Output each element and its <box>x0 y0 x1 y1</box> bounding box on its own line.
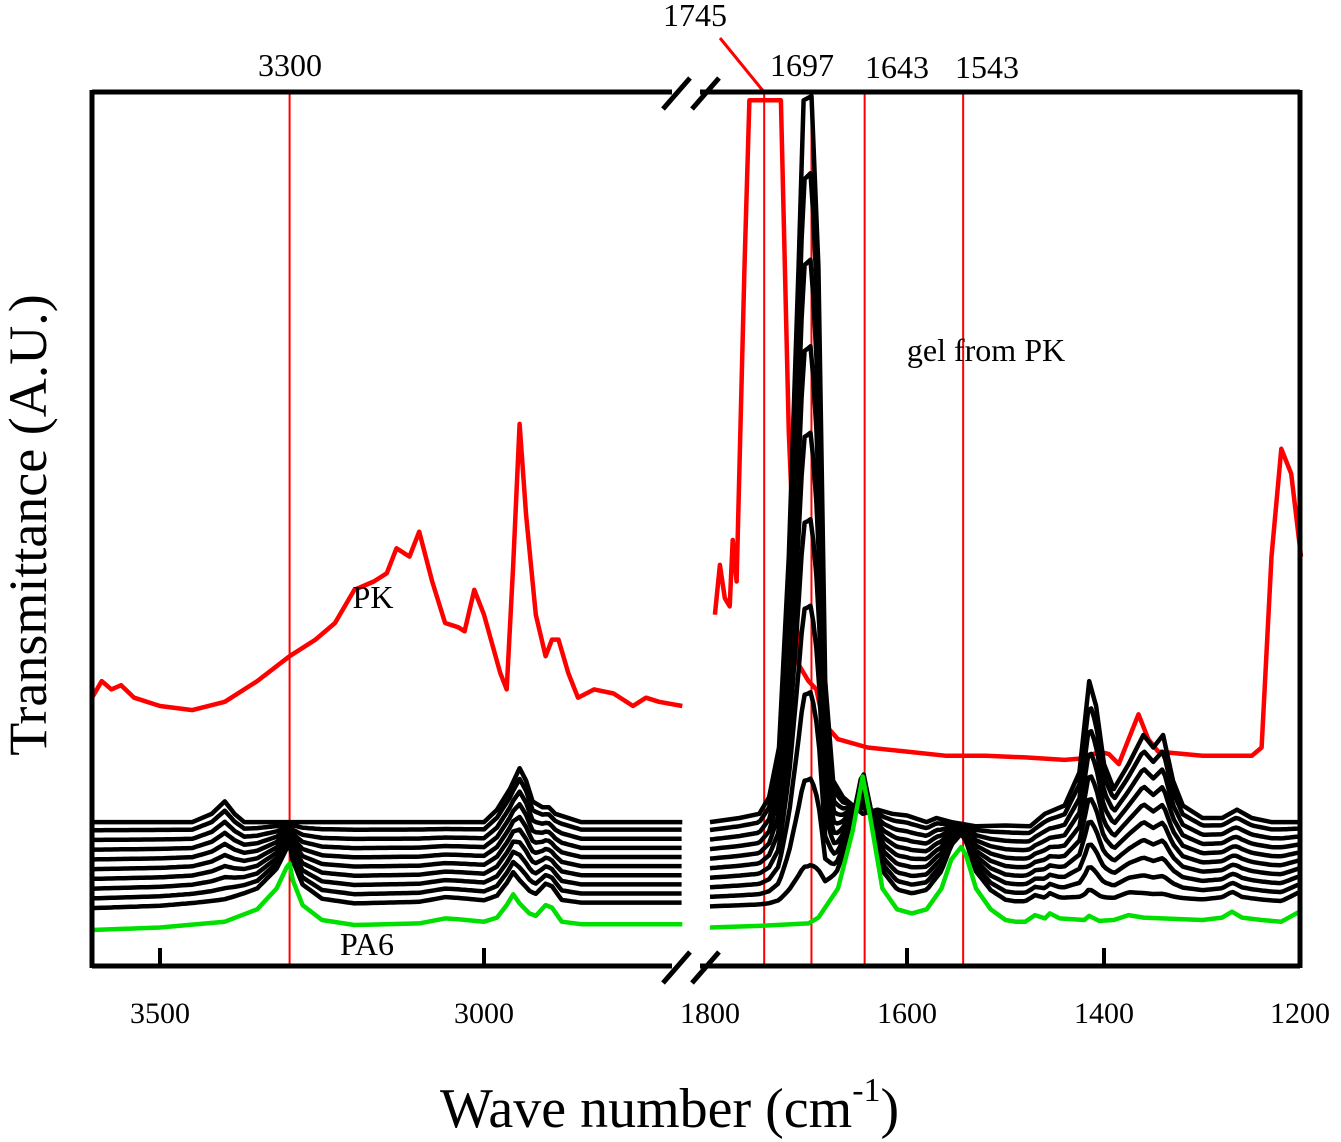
series-sample-3-left <box>92 789 682 843</box>
series-sample-4-left <box>91 802 682 852</box>
axes-frame <box>89 76 1303 985</box>
series-sample-5-right <box>709 430 1302 861</box>
ref-label-leader-1745 <box>718 37 766 93</box>
tick-label-1600: 1600 <box>877 997 937 1030</box>
tick-label-3000: 3000 <box>454 997 514 1030</box>
axis-break-mark <box>690 76 721 111</box>
series-sample-10-left <box>91 842 682 911</box>
x-axis-label-main: Wave number (cm <box>440 1078 852 1140</box>
series-sample-2-right <box>709 171 1302 836</box>
axis-break-gap <box>683 96 708 962</box>
series-pa6-right <box>709 774 1303 930</box>
tick-label-1400: 1400 <box>1074 997 1134 1030</box>
ref-label-1543: 1543 <box>955 49 1019 85</box>
series-sample-7-right <box>709 603 1302 880</box>
pa6-label: PA6 <box>340 926 394 962</box>
axis-break-mark <box>661 76 692 111</box>
ref-label-1745: 1745 <box>663 0 727 33</box>
spectra-series <box>90 93 1304 933</box>
ref-label-1643: 1643 <box>865 49 929 85</box>
series-sample-3-right <box>709 257 1302 844</box>
series-gel-from-pk-left <box>90 421 683 713</box>
tick-label-3500: 3500 <box>130 997 190 1030</box>
series-sample-8-right <box>709 689 1302 890</box>
series-sample-6-left <box>91 827 682 872</box>
x-axis-label-sup: -1 <box>852 1072 880 1109</box>
series-sample-9-right <box>709 776 1302 900</box>
ref-label-1697: 1697 <box>770 47 834 83</box>
series-sample-7-left <box>91 834 682 882</box>
series-pk-left <box>92 765 683 825</box>
ref-label-3300: 3300 <box>258 47 322 83</box>
series-sample-6-right <box>709 516 1302 871</box>
series-sample-5-left <box>92 814 682 862</box>
series-sample-8-left <box>92 837 682 891</box>
series-sample-4-right <box>709 344 1302 853</box>
series-sample-10-right <box>709 772 1302 909</box>
pk-label: PK <box>353 579 394 615</box>
series-pa6-left <box>91 861 683 933</box>
tick-label-1800: 1800 <box>680 997 740 1030</box>
series-sample-2-left <box>92 776 682 833</box>
tick-label-1200: 1200 <box>1270 997 1330 1030</box>
x-axis-label-close: ) <box>881 1078 900 1140</box>
gel-label: gel from PK <box>907 332 1065 368</box>
series-pk-right <box>709 93 1301 829</box>
x-ticks <box>158 948 1106 966</box>
axis-break-mark <box>690 950 721 985</box>
y-axis-label: Transmittance (A.U.) <box>0 294 58 755</box>
reference-lines <box>288 37 965 966</box>
series-sample-9-left <box>91 840 682 901</box>
axis-break-mark <box>661 950 692 985</box>
series-gel-from-pk-right <box>712 98 1304 767</box>
x-axis-label: Wave number (cm-1) <box>440 1072 899 1140</box>
